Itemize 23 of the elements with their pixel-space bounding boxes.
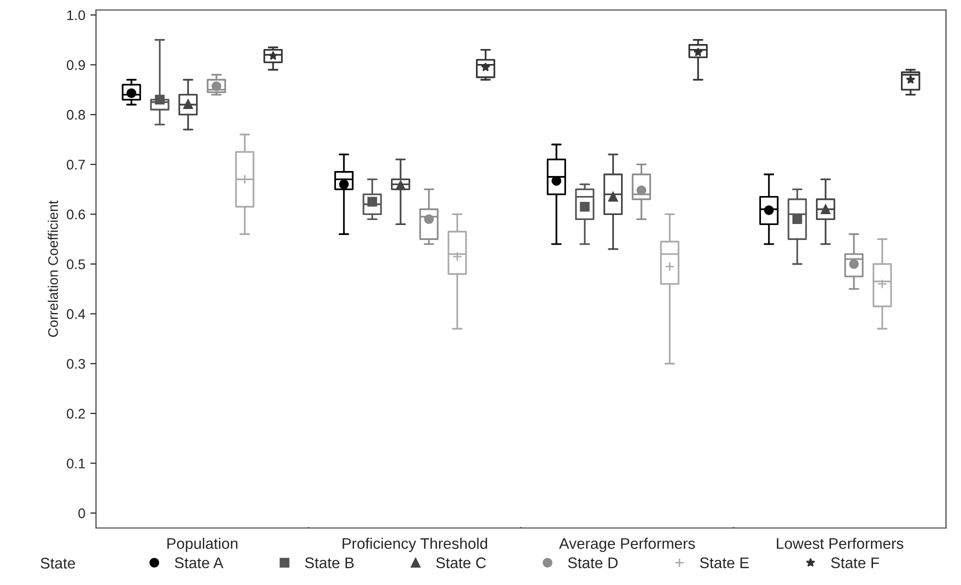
y-tick-label: 0 (78, 508, 86, 518)
legend-label: State C (436, 557, 486, 568)
y-tick-label: 0.1 (66, 458, 85, 468)
legend-label: State E (700, 557, 749, 568)
y-tick-label: 0.2 (66, 408, 85, 419)
legend-title: State (40, 558, 75, 569)
y-tick-label: 0.9 (66, 60, 85, 70)
x-tick-label: Average Performers (559, 538, 695, 552)
y-tick-label: 0.5 (66, 259, 86, 270)
y-tick-label: 0.6 (66, 210, 85, 220)
legend-label: State D (568, 557, 618, 568)
x-tick-label: Proficiency Threshold (342, 538, 488, 552)
y-tick-label: 0.4 (66, 309, 86, 319)
y-tick-label: 0.7 (66, 160, 85, 170)
legend-label: State A (174, 557, 224, 568)
y-tick-label: 0.8 (66, 110, 85, 120)
y-tick-label: 0.3 (66, 358, 85, 369)
legend-label: State F (831, 557, 880, 568)
y-tick-label: 1.0 (67, 10, 86, 20)
x-tick-label: Lowest Performers (776, 538, 904, 549)
legend-label: State B (305, 557, 354, 568)
x-tick-label: Population (167, 538, 238, 552)
y-axis-title: Correlation Coefficient (48, 200, 58, 337)
